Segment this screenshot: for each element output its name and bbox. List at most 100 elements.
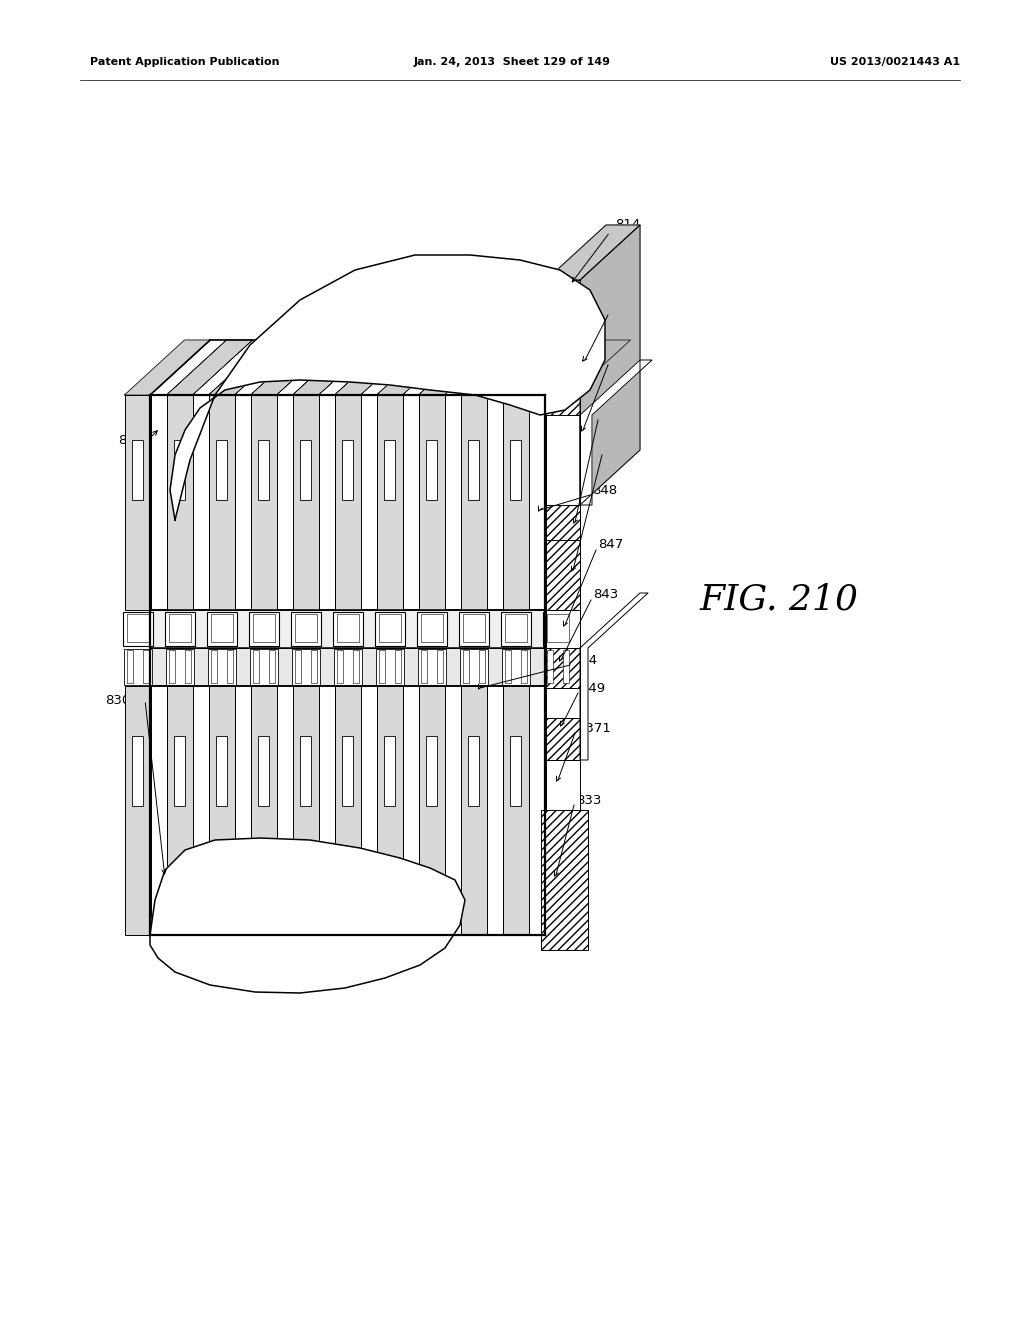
Text: 836: 836 [610, 354, 635, 367]
Polygon shape [276, 341, 352, 395]
Bar [468, 440, 479, 500]
Polygon shape [167, 341, 253, 395]
Polygon shape [234, 341, 310, 395]
Bar [258, 737, 269, 807]
Bar [300, 737, 311, 807]
Bar [547, 649, 553, 682]
Bar [463, 649, 469, 682]
Text: 833: 833 [575, 793, 601, 807]
Bar [541, 810, 588, 950]
Polygon shape [546, 224, 640, 280]
Bar [546, 414, 580, 506]
Bar [459, 612, 488, 645]
Bar [169, 614, 190, 642]
Polygon shape [580, 224, 640, 506]
Bar [209, 395, 234, 610]
Polygon shape [293, 341, 379, 395]
Bar [295, 649, 300, 682]
Bar [211, 649, 216, 682]
Text: 838: 838 [600, 408, 626, 421]
Text: 844: 844 [572, 653, 597, 667]
Polygon shape [150, 838, 465, 993]
Bar [352, 649, 358, 682]
Bar [251, 395, 276, 610]
Bar [251, 686, 276, 935]
Polygon shape [360, 341, 436, 395]
Bar [461, 686, 486, 935]
Bar [132, 737, 143, 807]
Bar [293, 395, 318, 610]
Bar [295, 614, 316, 642]
Bar [426, 440, 437, 500]
Bar [207, 612, 237, 645]
Text: 830: 830 [105, 693, 130, 706]
Bar [208, 649, 236, 685]
Polygon shape [151, 341, 226, 395]
Bar [334, 649, 361, 685]
Polygon shape [209, 341, 295, 395]
Bar [394, 649, 400, 682]
Bar [167, 395, 193, 610]
Bar [379, 649, 384, 682]
Bar [562, 649, 568, 682]
Bar [547, 614, 568, 642]
Bar [165, 612, 195, 645]
Bar [510, 737, 521, 807]
Polygon shape [444, 341, 520, 395]
Bar [546, 280, 580, 414]
Bar [546, 760, 580, 810]
Bar [216, 737, 227, 807]
Polygon shape [193, 341, 268, 395]
Bar [545, 395, 570, 610]
Bar [132, 440, 143, 500]
Bar [333, 612, 362, 645]
Bar [184, 649, 190, 682]
Polygon shape [461, 341, 547, 395]
Bar [292, 649, 319, 685]
Bar [545, 686, 570, 935]
Bar [546, 688, 580, 718]
Bar [226, 649, 232, 682]
Bar [253, 649, 258, 682]
Bar [546, 648, 580, 688]
Bar [216, 440, 227, 500]
Text: Jan. 24, 2013  Sheet 129 of 149: Jan. 24, 2013 Sheet 129 of 149 [414, 57, 610, 67]
Text: Patent Application Publication: Patent Application Publication [90, 57, 280, 67]
Bar [268, 649, 274, 682]
Bar [291, 612, 321, 645]
Bar [418, 649, 445, 685]
Text: 834: 834 [610, 304, 635, 317]
Bar [376, 649, 403, 685]
Bar [253, 614, 274, 642]
Bar [426, 737, 437, 807]
Bar [342, 737, 353, 807]
Bar [417, 612, 446, 645]
Bar [310, 649, 316, 682]
Bar [127, 614, 148, 642]
Bar [127, 649, 132, 682]
Bar [546, 540, 580, 610]
Bar [174, 737, 185, 807]
Bar [167, 686, 193, 935]
Bar [142, 649, 148, 682]
Bar [505, 614, 526, 642]
Bar [503, 395, 528, 610]
Bar [293, 686, 318, 935]
Polygon shape [528, 341, 604, 395]
Polygon shape [251, 341, 337, 395]
Bar [543, 612, 572, 645]
Text: US 2013/0021443 A1: US 2013/0021443 A1 [829, 57, 961, 67]
Bar [300, 440, 311, 500]
Polygon shape [580, 360, 652, 506]
Bar [150, 648, 545, 686]
Bar [503, 686, 528, 935]
Polygon shape [318, 341, 394, 395]
Bar [249, 612, 279, 645]
Bar [384, 737, 395, 807]
Bar [174, 440, 185, 500]
Bar [169, 649, 174, 682]
Bar [250, 649, 278, 685]
Bar [377, 686, 402, 935]
Bar [520, 649, 526, 682]
Bar [510, 440, 521, 500]
